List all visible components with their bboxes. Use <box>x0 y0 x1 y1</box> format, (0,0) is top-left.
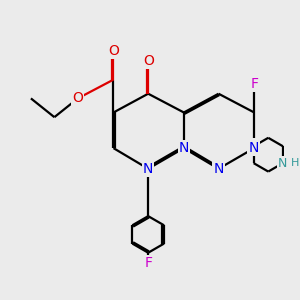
Text: H: H <box>291 158 299 168</box>
Text: F: F <box>144 256 152 270</box>
Text: O: O <box>108 44 119 58</box>
Text: N: N <box>278 157 288 169</box>
Text: N: N <box>249 141 260 155</box>
Text: N: N <box>143 162 153 176</box>
Text: N: N <box>248 139 259 153</box>
Text: O: O <box>143 54 154 68</box>
Text: O: O <box>72 92 83 105</box>
Text: F: F <box>250 77 258 91</box>
Text: N: N <box>178 141 189 155</box>
Text: N: N <box>213 162 224 176</box>
